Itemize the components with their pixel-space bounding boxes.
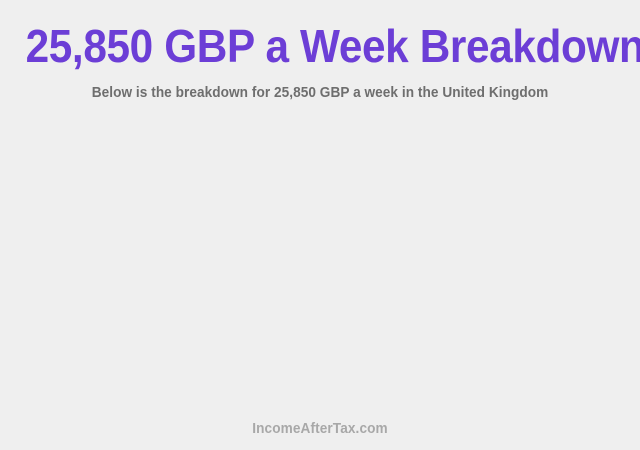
chart-canvas bbox=[0, 112, 640, 410]
page-title: 25,850 GBP a Week Breakdown bbox=[25, 20, 640, 72]
chart-region bbox=[0, 112, 640, 410]
footer-watermark: IncomeAfterTax.com bbox=[252, 421, 388, 437]
page-subtitle: Below is the breakdown for 25,850 GBP a … bbox=[91, 85, 549, 101]
